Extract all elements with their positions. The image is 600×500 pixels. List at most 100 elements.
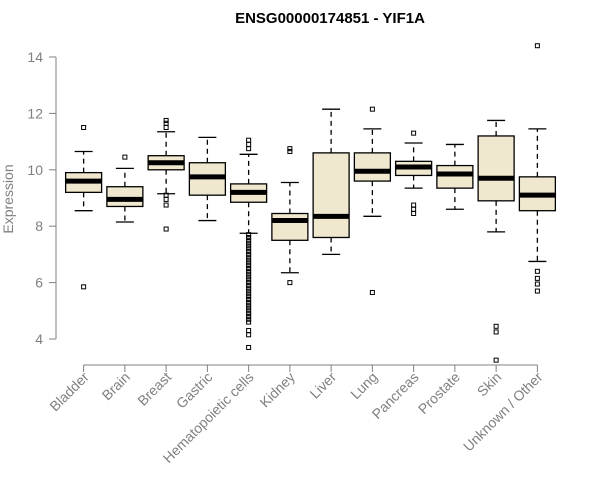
- outlier-point: [287, 280, 293, 286]
- chart-title: ENSG00000174851 - YIF1A: [235, 10, 425, 27]
- outlier-point: [246, 319, 252, 325]
- outlier-point: [534, 268, 540, 274]
- y-tick-label: 4: [35, 331, 43, 347]
- outlier-point: [246, 288, 252, 294]
- outlier-point: [534, 281, 540, 287]
- box-hematopoietic-cells: [229, 137, 268, 350]
- outlier-point: [246, 263, 252, 269]
- y-tick-label: 12: [27, 105, 43, 121]
- box-iqr: [477, 135, 515, 202]
- outlier-point: [81, 125, 87, 130]
- outlier-point: [246, 240, 252, 246]
- outlier-point: [493, 323, 499, 329]
- box-pancreas: [394, 130, 433, 217]
- outlier-point: [246, 271, 252, 277]
- outlier-point: [534, 275, 540, 281]
- outlier-point: [163, 125, 169, 130]
- x-tick-label: Skin: [474, 369, 505, 400]
- outlier-point: [246, 311, 252, 317]
- outlier-point: [246, 308, 252, 314]
- outlier-point: [246, 302, 252, 308]
- y-axis: 4 6 8 10 12 14: [27, 49, 57, 347]
- outlier-point: [163, 226, 169, 232]
- outlier-point: [246, 232, 252, 238]
- outlier-point: [246, 254, 252, 260]
- outlier-point: [493, 357, 499, 363]
- box-brain: [106, 154, 144, 223]
- box-lung: [353, 106, 392, 295]
- box-iqr: [271, 212, 309, 241]
- outlier-point: [411, 130, 417, 136]
- outlier-point: [246, 299, 252, 305]
- outlier-point: [246, 268, 252, 274]
- box-iqr: [312, 152, 350, 239]
- outlier-point: [246, 257, 252, 263]
- outlier-point: [246, 285, 252, 291]
- outlier-point: [246, 260, 252, 266]
- outlier-point: [246, 243, 252, 249]
- x-tick-label: Breast: [134, 369, 174, 409]
- outlier-point: [246, 146, 252, 152]
- outlier-point: [246, 294, 252, 300]
- outlier-point: [246, 332, 252, 338]
- box-liver: [312, 108, 350, 256]
- outlier-point: [534, 43, 540, 49]
- outlier-point: [369, 289, 375, 295]
- box-unknown-other: [518, 43, 557, 294]
- box-bladder: [64, 125, 103, 290]
- outlier-point: [246, 297, 252, 303]
- outlier-point: [246, 328, 252, 334]
- outlier-point: [246, 137, 252, 143]
- outlier-point: [246, 316, 252, 322]
- box-iqr: [353, 152, 392, 182]
- outlier-point: [287, 148, 293, 154]
- y-axis-label: Expression: [0, 164, 16, 233]
- outlier-point: [369, 106, 375, 112]
- outlier-point: [163, 196, 169, 202]
- box-kidney: [271, 146, 309, 286]
- outlier-point: [287, 146, 293, 152]
- outlier-point: [246, 251, 252, 257]
- outlier-point: [246, 274, 252, 280]
- outlier-point: [246, 277, 252, 283]
- x-tick-label: Lung: [347, 369, 380, 402]
- outlier-point: [246, 234, 252, 240]
- outlier-point: [246, 344, 252, 350]
- outlier-point: [411, 202, 417, 208]
- outlier-point: [163, 117, 169, 123]
- outlier-point: [163, 202, 169, 208]
- box-prostate: [436, 143, 474, 210]
- outlier-point: [493, 329, 499, 335]
- box-skin: [477, 119, 515, 363]
- outlier-point: [534, 288, 540, 294]
- outlier-point: [246, 141, 252, 147]
- outlier-point: [246, 237, 252, 243]
- boxes-group: [64, 43, 557, 363]
- x-tick-label: Bladder: [46, 369, 92, 415]
- y-tick-label: 10: [27, 162, 43, 178]
- outlier-point: [246, 291, 252, 297]
- box-gastric: [188, 136, 227, 222]
- outlier-point: [411, 211, 417, 217]
- box-breast: [147, 117, 185, 232]
- outlier-point: [246, 280, 252, 286]
- outlier-point: [122, 154, 128, 160]
- x-tick-label: Kidney: [256, 369, 298, 411]
- y-tick-label: 14: [27, 49, 43, 65]
- y-tick-label: 8: [35, 218, 43, 234]
- box-iqr: [106, 186, 144, 208]
- x-tick-label: Brain: [99, 369, 133, 403]
- outlier-point: [81, 284, 87, 290]
- outlier-point: [246, 282, 252, 288]
- box-iqr: [436, 164, 474, 189]
- outlier-point: [246, 246, 252, 252]
- outlier-point: [246, 305, 252, 311]
- outlier-point: [246, 249, 252, 255]
- outlier-point: [246, 266, 252, 271]
- x-tick-label: Prostate: [415, 369, 463, 417]
- outlier-point: [411, 206, 417, 212]
- x-tick-label: Liver: [306, 369, 339, 402]
- y-tick-label: 6: [35, 275, 43, 291]
